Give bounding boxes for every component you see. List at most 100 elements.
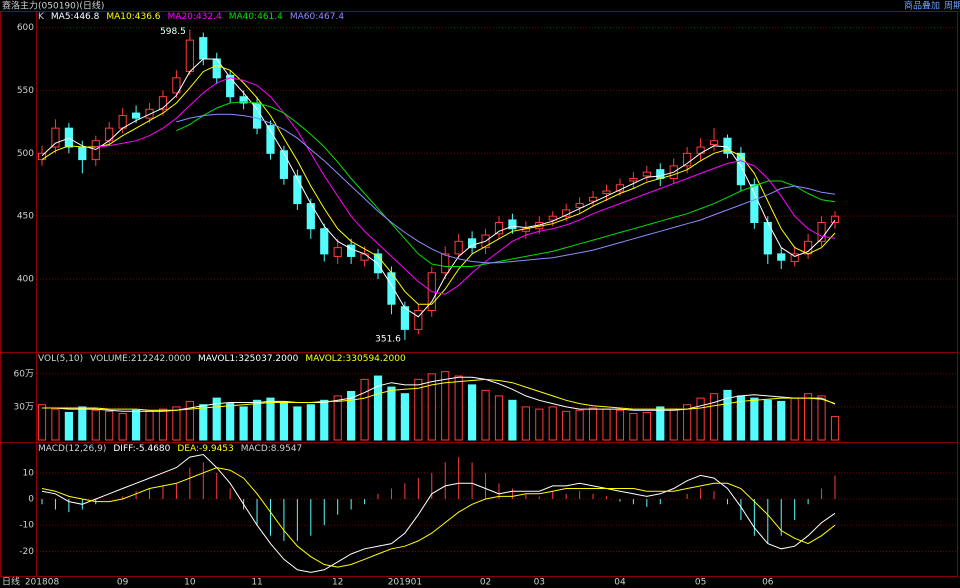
candle-body xyxy=(64,127,73,148)
candle-body xyxy=(199,37,208,60)
x-tick-label: 03 xyxy=(534,578,545,588)
volume-bar xyxy=(306,404,315,441)
candle-body xyxy=(602,190,611,195)
candle-body xyxy=(226,74,235,98)
volume-bar xyxy=(427,373,436,441)
volume-bar xyxy=(293,406,302,441)
volume-bar xyxy=(790,397,799,441)
candle-body xyxy=(400,306,409,330)
panel-header: K MA5:446.8 MA10:436.6 MA20:432.4 MA40:461.4… xyxy=(38,12,344,22)
candle-body xyxy=(508,219,517,230)
header-item: MACD(12,26,9) xyxy=(38,444,106,454)
volume-bar xyxy=(441,371,450,441)
candle-body xyxy=(723,137,732,154)
period-label: 日线 xyxy=(2,576,20,588)
candle-body xyxy=(588,196,598,202)
volume-bar xyxy=(683,404,692,441)
header-item: VOL(5,10) xyxy=(38,354,83,364)
period-link[interactable]: 周期 xyxy=(944,1,960,12)
overlay-link[interactable]: 商品叠加 xyxy=(904,0,940,12)
candle-body xyxy=(736,152,746,186)
candle-body xyxy=(266,125,275,154)
volume-bar xyxy=(37,404,47,441)
volume-bar xyxy=(615,409,625,441)
candle-body xyxy=(750,184,759,223)
indicator-line xyxy=(176,113,836,264)
volume-bar xyxy=(320,399,329,441)
header-item: MA20:432.4 xyxy=(168,12,222,22)
header-item: MA10:436.6 xyxy=(106,12,160,22)
volume-bar xyxy=(226,403,235,441)
y-tick-label: 450 xyxy=(17,212,34,222)
y-tick-label: 60万 xyxy=(14,369,34,379)
volume-bar xyxy=(804,393,813,441)
candle-body xyxy=(373,253,383,274)
x-tick-label: 09 xyxy=(117,578,129,588)
candle-body xyxy=(347,244,356,257)
volume-bar xyxy=(64,411,73,441)
header-item: MAVOL1:325037.2000 xyxy=(198,354,299,364)
volume-bar xyxy=(602,408,611,441)
frame xyxy=(0,11,958,577)
volume-bar xyxy=(817,395,826,441)
volume-bar xyxy=(105,410,114,441)
volume-bar xyxy=(387,386,396,441)
volume-bar xyxy=(535,408,544,441)
candle-body xyxy=(494,221,504,235)
x-tick-label: 02 xyxy=(480,578,491,588)
volume-bar xyxy=(333,395,342,441)
volume-bar xyxy=(51,408,60,441)
candle-body xyxy=(468,238,477,249)
x-tick-label: 04 xyxy=(614,578,626,588)
x-tick-label: 201808 xyxy=(25,578,60,588)
candle-body xyxy=(145,108,154,119)
header-item: MA40:461.4 xyxy=(229,12,283,22)
y-tick-label: 500 xyxy=(17,149,34,159)
candle-body xyxy=(172,77,181,94)
candle-body xyxy=(91,140,100,161)
volume-bar xyxy=(763,399,772,441)
volume-bar xyxy=(118,413,127,441)
candle-body xyxy=(185,39,194,73)
candle-body xyxy=(239,96,248,104)
header-item: DIFF:-5.4680 xyxy=(113,444,170,454)
candle-body xyxy=(642,171,651,177)
candle-body xyxy=(293,175,302,205)
header-item: MAVOL2:330594.2000 xyxy=(305,354,406,364)
candle-body xyxy=(441,253,450,274)
volume-bar xyxy=(736,395,746,441)
volume-bar xyxy=(669,408,678,441)
candle-body xyxy=(575,203,584,208)
volume-bar xyxy=(723,389,732,441)
volume-bar xyxy=(266,397,275,441)
indicator-line xyxy=(41,467,836,568)
volume-bar xyxy=(131,409,141,441)
volume-bar xyxy=(709,393,719,441)
x-tick-label: 10 xyxy=(184,578,196,588)
volume-bar xyxy=(279,402,289,441)
volume-bar xyxy=(562,410,571,441)
volume-bar xyxy=(78,406,87,441)
volume-bar xyxy=(575,409,584,441)
volume-bar xyxy=(373,375,383,441)
candle-body xyxy=(320,228,329,255)
volume-bar xyxy=(185,400,194,441)
y-tick-label: -10 xyxy=(19,521,34,531)
indicator-line xyxy=(42,378,836,411)
volume-bar xyxy=(642,411,651,441)
y-tick-label: 400 xyxy=(17,275,34,285)
y-tick-label: -20 xyxy=(19,547,34,557)
candle-body xyxy=(548,215,557,221)
y-tick-label: 0 xyxy=(28,495,34,505)
y-tick-label: 600 xyxy=(17,23,34,33)
candle-body xyxy=(709,140,719,146)
volume-bar xyxy=(548,406,557,441)
volume-bar xyxy=(656,406,665,441)
volume-bar xyxy=(521,406,530,441)
volume-bar xyxy=(454,375,463,441)
volume-bar xyxy=(588,407,598,441)
candle-body xyxy=(360,253,369,261)
